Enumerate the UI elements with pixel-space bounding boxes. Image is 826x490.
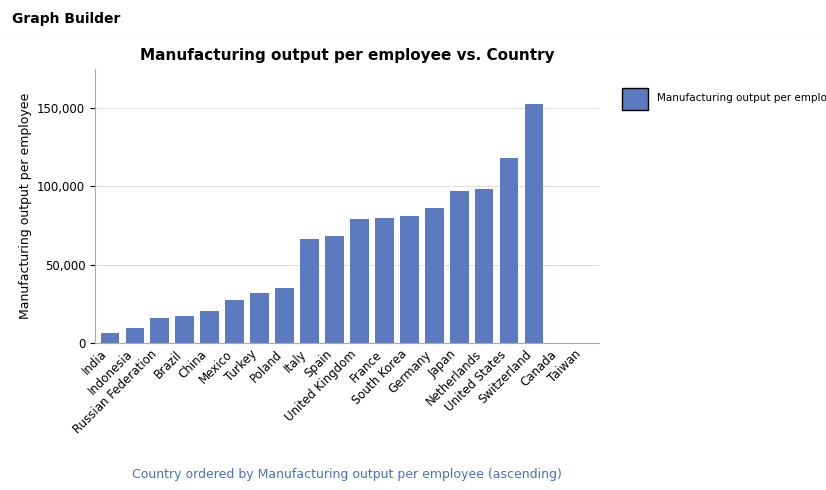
Bar (275, 288, 294, 343)
Bar (150, 318, 169, 343)
Bar (500, 158, 519, 343)
Bar (101, 333, 119, 343)
Bar (450, 191, 468, 343)
Y-axis label: Manufacturing output per employee: Manufacturing output per employee (19, 93, 31, 319)
Bar (400, 216, 419, 343)
Bar (300, 239, 319, 343)
Bar (525, 104, 544, 343)
Bar (175, 317, 194, 343)
Bar (250, 293, 269, 343)
Bar (325, 236, 344, 343)
Bar (201, 311, 219, 343)
Text: Graph Builder: Graph Builder (12, 12, 121, 26)
FancyBboxPatch shape (622, 88, 648, 110)
Text: Country ordered by Manufacturing output per employee (ascending): Country ordered by Manufacturing output … (132, 468, 562, 481)
Title: Manufacturing output per employee vs. Country: Manufacturing output per employee vs. Co… (140, 49, 554, 63)
Bar (350, 219, 368, 343)
Bar (425, 208, 444, 343)
Bar (375, 218, 394, 343)
Bar (126, 328, 145, 343)
Text: Manufacturing output per employee: Manufacturing output per employee (657, 93, 826, 103)
Bar (475, 189, 493, 343)
Bar (225, 300, 244, 343)
